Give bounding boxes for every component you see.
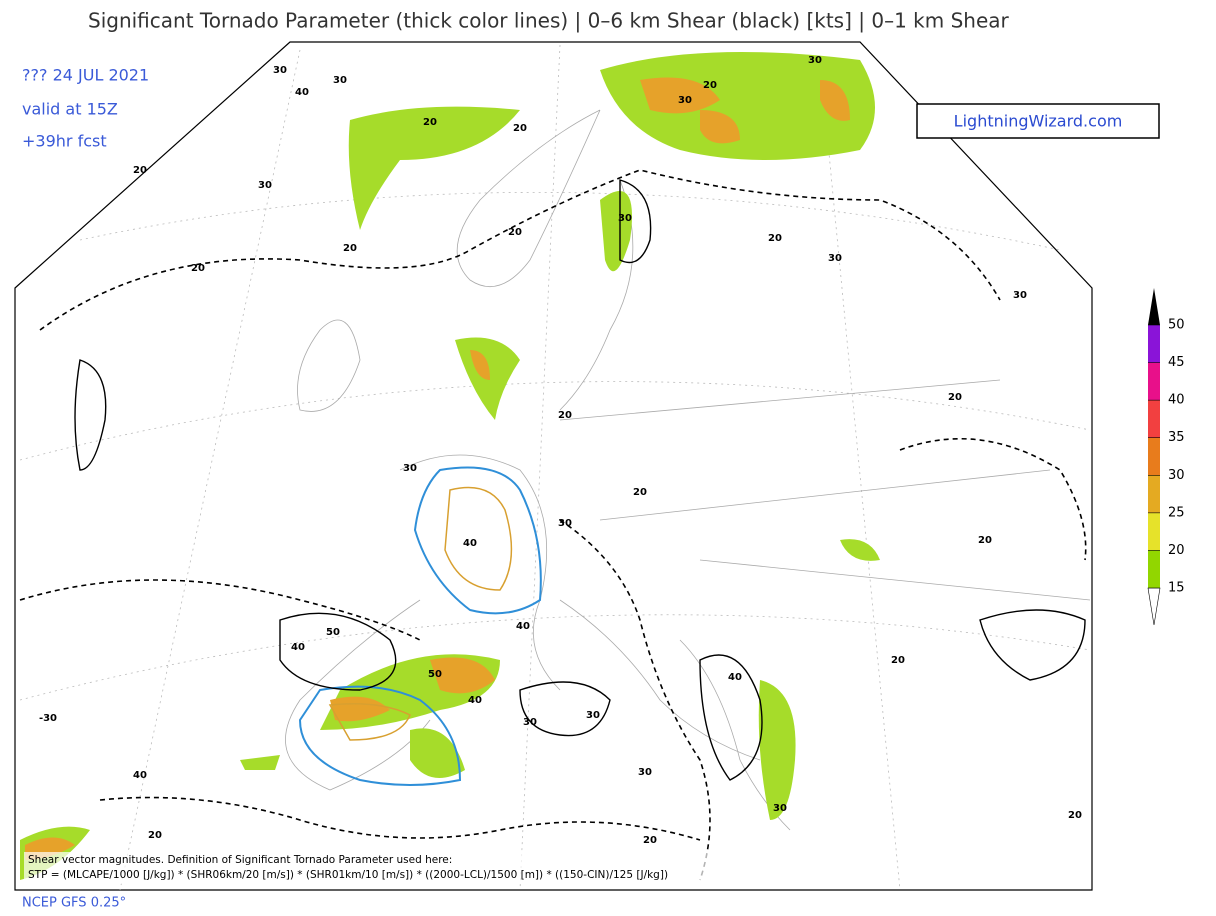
colorbar-tick-label: 20: [1168, 543, 1185, 558]
contour-label: 40: [728, 672, 742, 683]
contour-label: 50: [428, 669, 442, 680]
valid-time: valid at 15Z: [22, 100, 118, 119]
shear-20: [19, 169, 1087, 881]
contour-label: 20: [768, 233, 782, 244]
contour-label: 20: [148, 830, 162, 841]
contour-label: 30: [558, 518, 572, 529]
colorbar-tick-label: 30: [1168, 468, 1185, 483]
colorbar-band: [1148, 512, 1160, 551]
contour-label: 40: [463, 538, 477, 549]
contour-label: 20: [978, 535, 992, 546]
run-date: ??? 24 JUL 2021: [22, 66, 149, 85]
colorbar-band: [1148, 550, 1160, 588]
colorbar-tick-label: 35: [1168, 430, 1185, 445]
logo-box: [916, 103, 1160, 139]
source: NCEP GFS 0.25°: [22, 896, 126, 911]
footnote-formula: STP = (MLCAPE/1000 [J/kg]) * (SHR06km/20…: [28, 869, 668, 881]
title: Significant Tornado Parameter (thick col…: [88, 9, 1010, 33]
contour-label: 50: [326, 627, 340, 638]
contour-label: 20: [508, 227, 522, 238]
contour-label: 20: [133, 165, 147, 176]
contour-label: 20: [891, 655, 905, 666]
logo: LightningWizard.com: [954, 112, 1123, 131]
footnote-line: Shear vector magnitudes. Definition of S…: [28, 854, 452, 866]
contour-label: 30: [586, 710, 600, 721]
contour-label: 20: [948, 392, 962, 403]
colorbar-band: [1148, 325, 1160, 363]
colorbar-tick-label: 50: [1168, 318, 1185, 333]
contour-label: 40: [133, 770, 147, 781]
contour-label: 30: [638, 767, 652, 778]
colorbar-top-arrow: [1148, 288, 1160, 325]
stp-contours-high: [328, 486, 513, 741]
contour-label: 20: [558, 410, 572, 421]
contour-label: 40: [468, 695, 482, 706]
contour-label: 30: [403, 463, 417, 474]
contour-label: 40: [291, 642, 305, 653]
colorbar-band: [1148, 400, 1160, 438]
colorbar-band: [1148, 475, 1160, 513]
contour-label: 30: [1013, 290, 1027, 301]
colorbar-tick-label: 45: [1168, 355, 1185, 370]
colorbar-tick-label: 15: [1168, 581, 1185, 596]
stp-contours: [298, 466, 542, 786]
map: [14, 41, 1093, 891]
contour-label: 40: [295, 87, 309, 98]
contour-label: 20: [643, 835, 657, 846]
stp-shading-high: [25, 77, 850, 860]
contour-label: 20: [703, 80, 717, 91]
contour-label: 30: [273, 65, 287, 76]
map-frame: [14, 41, 1093, 891]
contour-label: 20: [343, 243, 357, 254]
contour-label: 20: [191, 263, 205, 274]
contour-label: 20: [423, 117, 437, 128]
contour-label: 30: [678, 95, 692, 106]
colorbar-band: [1148, 362, 1160, 401]
colorbar-band: [1148, 437, 1160, 476]
contour-label: 30: [618, 213, 632, 224]
contour-label: 30: [828, 253, 842, 264]
contour-label: 20: [1068, 810, 1082, 821]
colorbar-tick-label: 40: [1168, 393, 1185, 408]
contour-label: 30: [808, 55, 822, 66]
colorbar-tick-label: 25: [1168, 505, 1185, 520]
contour-label: 20: [633, 487, 647, 498]
contour-label: 30: [773, 803, 787, 814]
contour-label: 30: [258, 180, 272, 191]
contour-labels: 30 40 30 20 20 20 30 20 20 30 20 30 30 20 20 30 30 20 30 20…: [39, 55, 1082, 846]
shear-30: [74, 179, 1086, 781]
contour-label: -30: [39, 713, 57, 724]
forecast-hour: +39hr fcst: [22, 132, 107, 151]
contour-label: 20: [513, 123, 527, 134]
contour-label: 30: [333, 75, 347, 86]
contour-label: 40: [516, 621, 530, 632]
run-info: ??? 24 JUL 2021 valid at 15Z +39hr fcst: [22, 66, 149, 151]
contour-label: 30: [523, 717, 537, 728]
colorbar: 15 20 25 30 35 40 45 50: [1147, 288, 1185, 626]
footnote-backdrop: [24, 852, 884, 884]
